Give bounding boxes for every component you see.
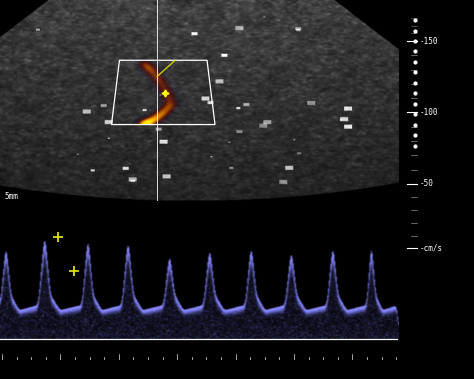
Text: 5mm: 5mm — [5, 192, 18, 201]
Text: -100: -100 — [419, 108, 438, 117]
Text: -150: -150 — [419, 36, 438, 45]
Text: -cm/s: -cm/s — [419, 244, 443, 253]
Text: -50: -50 — [419, 180, 433, 188]
